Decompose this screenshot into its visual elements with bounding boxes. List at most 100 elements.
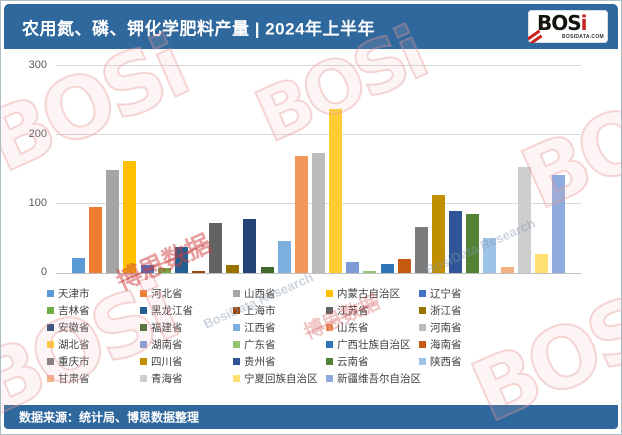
legend-item-四川省: 四川省: [140, 354, 233, 369]
legend-swatch-icon: [326, 324, 333, 331]
bar-海南省: [397, 258, 411, 273]
legend-swatch-icon: [47, 341, 54, 348]
legend-row: 湖北省 湖南省 广东省 广西壮族自治区 海南省: [47, 337, 512, 352]
bar-湖南省: [346, 261, 360, 273]
legend-label: 陕西省: [430, 356, 462, 368]
legend-swatch-icon: [326, 290, 333, 297]
legend-swatch-icon: [140, 375, 147, 382]
legend-row: 吉林省 黑龙江省 上海市 江苏省 浙江省: [47, 303, 512, 318]
legend-swatch-icon: [326, 375, 333, 382]
legend-item-黑龙江省: 黑龙江省: [140, 303, 233, 318]
legend-item-天津市: 天津市: [47, 286, 140, 301]
legend-label: 山东省: [337, 322, 369, 334]
legend-label: 海南省: [430, 339, 462, 351]
legend-swatch-icon: [233, 290, 240, 297]
bar-河南省: [311, 152, 325, 273]
bar-series: [56, 66, 581, 273]
y-tick-label: 300: [28, 59, 47, 71]
legend-item-青海省: 青海省: [140, 371, 233, 386]
bar-江西省: [277, 241, 291, 273]
footer-bar: 数据来源：统计局、博思数据整理: [4, 405, 618, 429]
legend-swatch-icon: [419, 324, 426, 331]
legend-label: 江苏省: [337, 305, 369, 317]
legend-item-广东省: 广东省: [233, 337, 326, 352]
legend-item-贵州省: 贵州省: [233, 354, 326, 369]
legend-swatch-icon: [47, 290, 54, 297]
legend-swatch-icon: [233, 358, 240, 365]
legend-label: 辽宁省: [430, 288, 462, 300]
legend-item-上海市: 上海市: [233, 303, 326, 318]
legend-swatch-icon: [419, 290, 426, 297]
bar-云南省: [466, 214, 480, 273]
legend-item-辽宁省: 辽宁省: [419, 286, 512, 301]
bar-浙江省: [226, 264, 240, 273]
legend-item-内蒙古自治区: 内蒙古自治区: [326, 286, 419, 301]
bar-河北省: [89, 207, 103, 273]
legend-label: 贵州省: [244, 356, 276, 368]
legend-item-宁夏回族自治区: 宁夏回族自治区: [233, 371, 326, 386]
legend-swatch-icon: [47, 375, 54, 382]
legend-swatch-icon: [233, 375, 240, 382]
bar-新疆维吾尔自治区: [551, 175, 565, 273]
page-title: 农用氮、磷、钾化学肥料产量 | 2024年上半年: [22, 19, 376, 38]
legend-swatch-icon: [419, 358, 426, 365]
legend-label: 山西省: [244, 288, 276, 300]
legend-swatch-icon: [140, 341, 147, 348]
y-tick-label: 100: [28, 197, 47, 209]
legend-swatch-icon: [233, 341, 240, 348]
gridline: [56, 65, 581, 66]
bar-青海省: [517, 166, 531, 273]
bar-湖北省: [329, 109, 343, 273]
legend-label: 吉林省: [58, 305, 90, 317]
bar-辽宁省: [140, 265, 154, 273]
legend-label: 内蒙古自治区: [337, 288, 400, 300]
legend-label: 重庆市: [58, 356, 90, 368]
bar-广东省: [363, 270, 377, 273]
legend-swatch-icon: [326, 341, 333, 348]
bar-吉林省: [157, 268, 171, 273]
legend-label: 河南省: [430, 322, 462, 334]
plot-area: [56, 65, 581, 274]
legend-swatch-icon: [419, 341, 426, 348]
legend-label: 新疆维吾尔自治区: [337, 373, 421, 385]
bosi-logo-wordmark: BOSi: [537, 11, 587, 35]
bar-山东省: [294, 155, 308, 273]
legend-swatch-icon: [140, 290, 147, 297]
legend-item-福建省: 福建省: [140, 320, 233, 335]
legend-swatch-icon: [233, 307, 240, 314]
legend-swatch-icon: [140, 324, 147, 331]
legend-label: 广东省: [244, 339, 276, 351]
legend-swatch-icon: [419, 307, 426, 314]
legend-item-河南省: 河南省: [419, 320, 512, 335]
bar-广西壮族自治区: [380, 264, 394, 273]
bar-江苏省: [209, 223, 223, 273]
bar-宁夏回族自治区: [534, 253, 548, 273]
legend-label: 青海省: [151, 373, 183, 385]
legend-item-山东省: 山东省: [326, 320, 419, 335]
legend-swatch-icon: [326, 307, 333, 314]
header-bar: 农用氮、磷、钾化学肥料产量 | 2024年上半年 BOSi BOSIDATA.C…: [4, 4, 618, 49]
bar-内蒙古自治区: [123, 160, 137, 273]
legend-label: 黑龙江省: [151, 305, 193, 317]
legend-item-重庆市: 重庆市: [47, 354, 140, 369]
legend-item-甘肃省: 甘肃省: [47, 371, 140, 386]
legend-swatch-icon: [233, 324, 240, 331]
y-tick-label: 200: [28, 128, 47, 140]
legend-row: 重庆市 四川省 贵州省 云南省 陕西省: [47, 354, 512, 369]
legend-label: 四川省: [151, 356, 183, 368]
bar-贵州省: [449, 210, 463, 273]
bar-天津市: [72, 257, 85, 273]
legend-label: 云南省: [337, 356, 369, 368]
legend-item-浙江省: 浙江省: [419, 303, 512, 318]
legend-label: 河北省: [151, 288, 183, 300]
legend-item-湖南省: 湖南省: [140, 337, 233, 352]
legend-item-江西省: 江西省: [233, 320, 326, 335]
legend-label: 上海市: [244, 305, 276, 317]
legend-row: 甘肃省 青海省 宁夏回族自治区 新疆维吾尔自治区: [47, 371, 512, 386]
y-tick-label: 0: [40, 266, 47, 278]
legend-item-新疆维吾尔自治区: 新疆维吾尔自治区: [326, 371, 421, 386]
legend-swatch-icon: [47, 358, 54, 365]
bar-上海市: [191, 270, 205, 273]
bosi-logo-domain: BOSIDATA.COM: [561, 34, 604, 40]
